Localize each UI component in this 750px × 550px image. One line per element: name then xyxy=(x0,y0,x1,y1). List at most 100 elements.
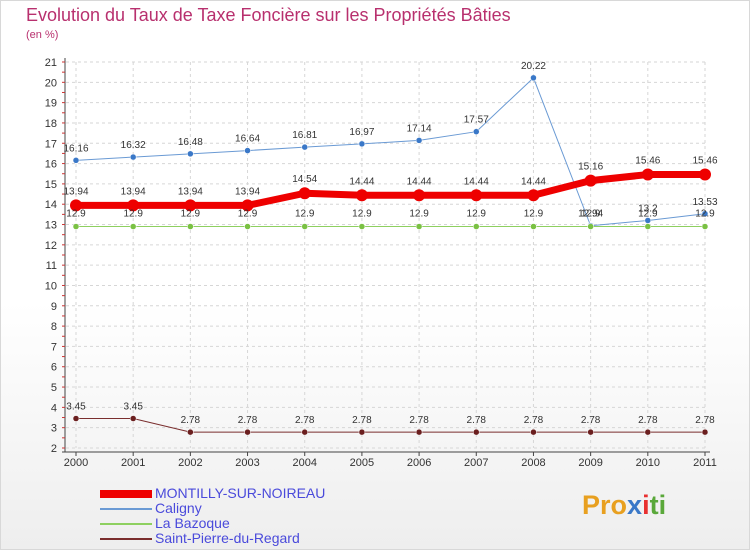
data-point-la-bazoque xyxy=(587,223,594,230)
data-label-la-bazoque: 12.9 xyxy=(524,209,544,220)
data-label-montilly-sur-noireau: 15.46 xyxy=(635,156,660,167)
y-tick-label: 15 xyxy=(45,179,57,191)
data-label-caligny: 17.14 xyxy=(407,123,432,134)
data-label-saint-pierre-du-regard: 2.78 xyxy=(352,415,372,426)
data-label-la-bazoque: 12.9 xyxy=(581,209,601,220)
data-point-saint-pierre-du-regard xyxy=(244,428,251,436)
data-label-saint-pierre-du-regard: 2.78 xyxy=(638,415,658,426)
x-tick-label: 2011 xyxy=(693,457,717,469)
legend-label: Caligny xyxy=(155,500,202,516)
data-point-la-bazoque xyxy=(415,223,423,230)
y-tick-label: 3 xyxy=(51,423,57,435)
data-label-saint-pierre-du-regard: 2.78 xyxy=(409,415,429,426)
data-point-caligny xyxy=(701,210,709,218)
data-point-montilly-sur-noireau xyxy=(527,189,540,202)
x-tick-label: 2003 xyxy=(235,457,259,469)
data-point-caligny xyxy=(72,157,80,164)
logo-letter: P xyxy=(582,490,601,520)
data-label-montilly-sur-noireau: 14.44 xyxy=(349,176,374,187)
data-label-montilly-sur-noireau: 15.46 xyxy=(692,156,717,167)
proxiti-logo: Proxiti xyxy=(582,490,666,521)
data-label-la-bazoque: 12.9 xyxy=(238,209,258,220)
data-point-caligny xyxy=(415,137,423,144)
data-label-caligny: 16.16 xyxy=(63,143,88,154)
y-tick-label: 13 xyxy=(45,220,57,232)
data-point-saint-pierre-du-regard xyxy=(358,428,366,436)
logo-letter: t xyxy=(649,490,659,520)
data-point-la-bazoque xyxy=(129,223,137,230)
data-point-caligny xyxy=(358,140,366,148)
y-tick-label: 14 xyxy=(45,199,57,211)
data-label-montilly-sur-noireau: 13.94 xyxy=(235,186,260,197)
x-tick-label: 2007 xyxy=(464,457,488,469)
data-point-montilly-sur-noireau xyxy=(298,187,311,200)
data-point-montilly-sur-noireau xyxy=(184,199,197,212)
data-point-montilly-sur-noireau xyxy=(413,189,426,202)
logo-letter: i xyxy=(658,490,667,520)
data-point-la-bazoque xyxy=(530,223,537,230)
data-label-saint-pierre-du-regard: 3.45 xyxy=(123,402,143,413)
data-point-la-bazoque xyxy=(244,223,251,230)
legend-swatch xyxy=(100,490,152,498)
data-point-montilly-sur-noireau xyxy=(127,199,140,212)
data-label-caligny: 12.94 xyxy=(578,209,603,220)
logo-letter: x xyxy=(627,490,643,520)
data-labels-layer: 16.16 16.32 16.48 16.64 16.81 16.97 17.14 17.57… xyxy=(63,61,717,426)
data-point-saint-pierre-du-regard xyxy=(644,428,652,436)
data-label-la-bazoque: 12.9 xyxy=(695,209,715,220)
y-tick-label: 12 xyxy=(45,240,57,252)
data-label-caligny: 16.97 xyxy=(349,127,374,138)
series-line-caligny xyxy=(75,77,706,227)
data-label-montilly-sur-noireau: 13.94 xyxy=(178,186,203,197)
data-point-saint-pierre-du-regard xyxy=(473,428,480,436)
series-line-saint-pierre-du-regard xyxy=(76,418,705,433)
data-point-caligny xyxy=(187,150,194,158)
y-tick-label: 18 xyxy=(45,118,57,130)
data-label-saint-pierre-du-regard: 2.78 xyxy=(581,415,601,426)
data-label-la-bazoque: 12.9 xyxy=(409,209,429,220)
data-label-la-bazoque: 12.9 xyxy=(295,209,315,220)
x-tick-label: 2005 xyxy=(350,457,374,469)
data-label-saint-pierre-du-regard: 2.78 xyxy=(295,415,315,426)
data-label-caligny: 20.22 xyxy=(521,61,546,72)
data-point-montilly-sur-noireau xyxy=(470,189,483,202)
data-point-caligny xyxy=(530,74,537,82)
data-label-saint-pierre-du-regard: 2.78 xyxy=(524,415,544,426)
y-tick-label: 5 xyxy=(51,382,57,394)
y-tick-label: 2 xyxy=(51,443,57,455)
logo-letter: i xyxy=(642,490,650,520)
data-label-saint-pierre-du-regard: 2.78 xyxy=(695,415,715,426)
data-point-la-bazoque xyxy=(187,223,194,230)
data-point-saint-pierre-du-regard xyxy=(530,428,537,436)
chart-axes: 2 3 4 5 6 7 8 9 10 11 12 13 14 15 16 17 18 19 20 21 2000 2001… xyxy=(45,57,717,469)
data-label-montilly-sur-noireau: 14.54 xyxy=(292,174,317,185)
data-point-montilly-sur-noireau xyxy=(641,168,654,181)
data-label-saint-pierre-du-regard: 2.78 xyxy=(238,415,258,426)
x-tick-label: 2009 xyxy=(578,457,602,469)
y-tick-label: 10 xyxy=(45,280,57,292)
data-point-la-bazoque xyxy=(644,223,652,230)
logo-letter: o xyxy=(610,490,628,520)
data-label-caligny: 13.53 xyxy=(692,197,717,208)
data-point-montilly-sur-noireau xyxy=(355,189,368,202)
data-point-caligny xyxy=(473,128,480,135)
y-tick-label: 6 xyxy=(51,362,57,374)
data-label-la-bazoque: 12.9 xyxy=(123,209,143,220)
y-tick-label: 16 xyxy=(45,159,57,171)
data-label-caligny: 16.81 xyxy=(292,130,317,141)
legend-swatch xyxy=(100,523,152,525)
legend-swatch xyxy=(100,508,152,510)
data-label-caligny: 16.64 xyxy=(235,134,260,145)
data-point-la-bazoque xyxy=(473,223,480,230)
data-point-montilly-sur-noireau xyxy=(70,199,82,212)
data-point-caligny xyxy=(244,147,251,154)
data-point-caligny xyxy=(129,153,137,161)
y-tick-label: 21 xyxy=(45,57,57,69)
data-label-saint-pierre-du-regard: 3.45 xyxy=(66,402,86,413)
y-tick-label: 17 xyxy=(45,138,57,150)
x-tick-label: 2001 xyxy=(121,457,145,469)
data-point-la-bazoque xyxy=(701,223,709,230)
data-label-la-bazoque: 12.9 xyxy=(638,209,658,220)
